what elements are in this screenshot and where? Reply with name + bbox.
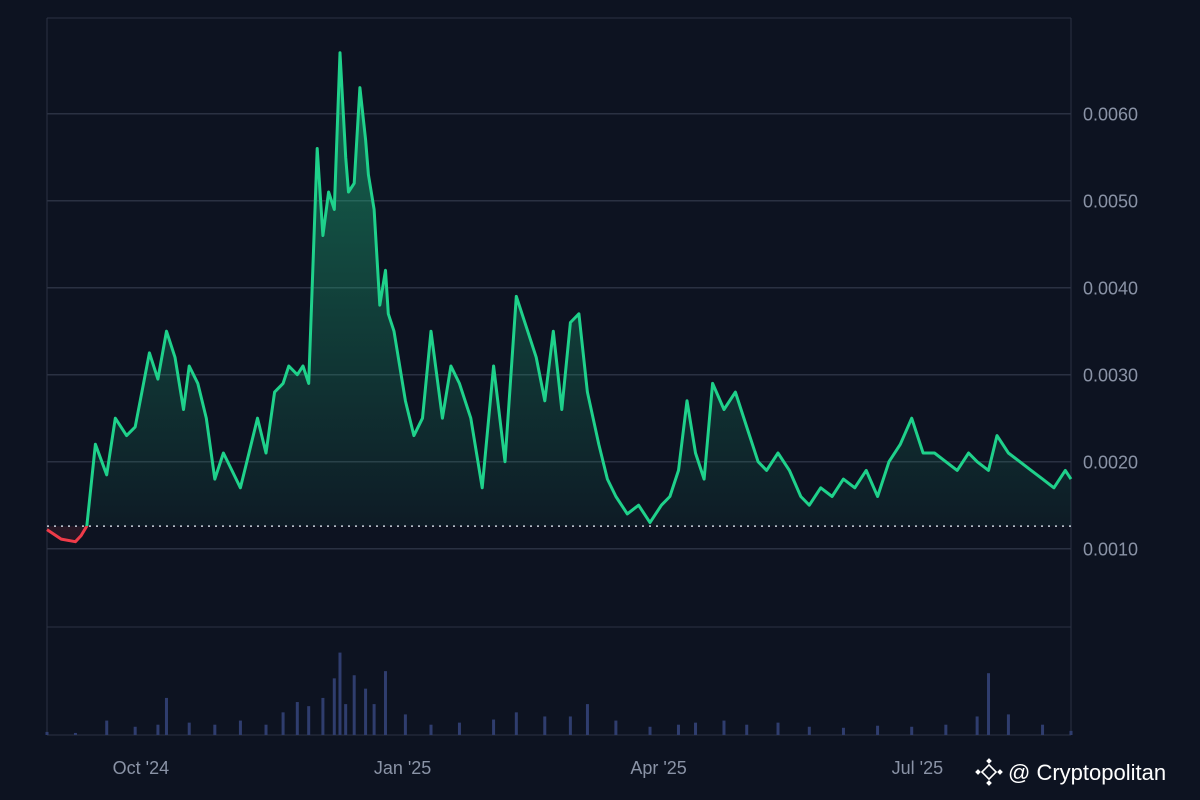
volume-bar [238,720,242,735]
volume-bar [987,673,991,735]
volume-bar [338,652,342,735]
volume-bars [45,652,1073,735]
x-tick-label: Apr '25 [630,758,686,778]
x-tick-label: Jul '25 [892,758,943,778]
volume-bar [344,704,348,735]
area-fill-up [86,52,1071,527]
volume-bar [264,724,268,735]
volume-bar [543,716,547,735]
y-tick-label: 0.0010 [1083,540,1138,560]
volume-bar [332,678,336,735]
volume-bar [307,706,311,735]
volume-bar [403,714,407,735]
volume-bar [910,726,914,735]
price-line-up [85,51,1073,527]
volume-bar [722,720,726,735]
y-tick-label: 0.0050 [1083,192,1138,212]
y-tick-label: 0.0060 [1083,105,1138,125]
volume-bar [585,704,589,735]
volume-bar [975,716,979,735]
volume-bar [694,722,698,735]
volume-bar [164,697,168,735]
volume-bar [321,697,325,735]
volume-bar [568,716,572,735]
volume-bar [841,727,845,735]
y-axis-ticks: 0.0010 0.0020 0.0030 0.0040 0.0050 0.0060 [1083,105,1138,560]
plot-frame [46,17,1072,736]
volume-bar [105,720,109,735]
volume-bar [676,724,680,735]
x-tick-label: Jan '25 [374,758,431,778]
volume-bar [281,712,285,735]
volume-bar [648,726,652,735]
volume-bar [187,722,191,735]
volume-bar [1006,714,1010,735]
volume-bar [614,720,618,735]
watermark: @ Cryptopolitan [975,758,1166,786]
volume-bar [352,675,356,735]
volume-bar [1069,730,1073,735]
volume-bar [45,731,49,735]
volume-bar [776,722,780,735]
volume-bar [133,726,137,735]
binance-diamond-icon [975,758,1003,786]
watermark-text: @ Cryptopolitan [1008,760,1166,785]
volume-bar [876,725,880,735]
volume-bar [213,724,217,735]
volume-bar [807,726,811,735]
price-line [46,51,1073,544]
volume-bar [364,688,368,735]
price-area [47,52,1071,542]
volume-bar [383,671,387,735]
volume-bar [745,724,749,735]
y-tick-label: 0.0020 [1083,453,1138,473]
y-tick-label: 0.0040 [1083,279,1138,299]
volume-bar [1041,724,1045,735]
volume-bar [73,732,77,735]
volume-bar [156,724,160,735]
x-tick-label: Oct '24 [113,758,169,778]
volume-bar [492,719,496,735]
volume-bar [429,724,433,735]
y-tick-label: 0.0030 [1083,366,1138,386]
volume-bar [295,702,299,735]
volume-bar [944,724,948,735]
volume-bar [457,722,461,735]
x-axis-ticks: Oct '24 Jan '25 Apr '25 Jul '25 [113,758,944,778]
volume-bar [372,704,376,735]
volume-bar [514,712,518,735]
